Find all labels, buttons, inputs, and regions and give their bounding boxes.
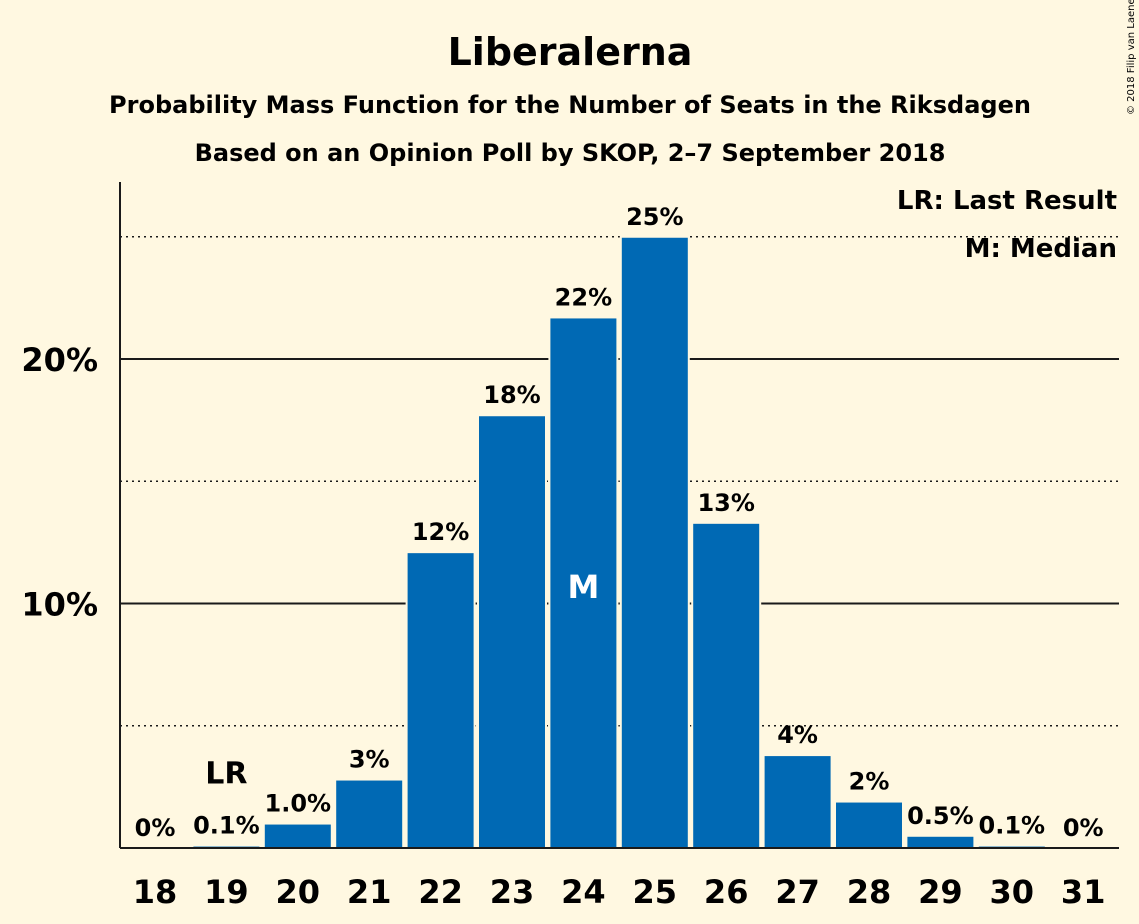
x-tick-26: 26 (704, 873, 749, 911)
legend-median: M: Median (965, 234, 1117, 264)
chart-title: Liberalerna (448, 30, 693, 74)
data-label-27: 4% (777, 721, 818, 749)
axes (119, 182, 1119, 849)
bar-29 (905, 834, 976, 850)
data-label-31: 0% (1063, 814, 1104, 842)
x-tick-31: 31 (1061, 873, 1106, 911)
x-tick-27: 27 (775, 873, 820, 911)
x-tick-28: 28 (847, 873, 892, 911)
bars (191, 235, 1047, 850)
x-tick-29: 29 (918, 873, 963, 911)
x-tick-20: 20 (276, 873, 321, 911)
chart-subtitle-2: Based on an Opinion Poll by SKOP, 2–7 Se… (195, 139, 946, 167)
gridlines (120, 236, 1119, 727)
x-tick-21: 21 (347, 873, 392, 911)
data-label-19: 0.1% (193, 812, 260, 840)
last-result-marker: LR (205, 757, 247, 792)
chart-subtitle: Probability Mass Function for the Number… (109, 91, 1031, 119)
data-label-25: 25% (626, 203, 683, 231)
data-label-23: 18% (483, 381, 540, 409)
x-tick-24: 24 (561, 873, 606, 911)
data-label-18: 0% (135, 814, 176, 842)
data-label-21: 3% (349, 746, 390, 774)
x-tick-23: 23 (490, 873, 535, 911)
data-labels: 0% 0.1%1.0%3%12%18%22%25%13%4%2%0.5% 0.1% 0… (135, 203, 1104, 842)
x-tick-25: 25 (633, 873, 678, 911)
bar-26 (691, 521, 762, 849)
data-label-24: 22% (555, 283, 612, 311)
bar-27 (762, 754, 833, 850)
copyright-notice: © 2018 Filip van Laenen (1126, 0, 1137, 115)
bar-21 (334, 778, 405, 849)
bar-28 (834, 800, 904, 849)
y-tick-10: 10% (21, 586, 98, 624)
y-tick-20: 20% (21, 341, 98, 379)
data-label-26: 13% (697, 489, 754, 517)
x-tick-labels: 18 19 20 21 22 23 24 25 26 27 28 29 30 31 (133, 873, 1106, 911)
bar-22 (405, 551, 476, 850)
bar-24 (548, 316, 619, 849)
data-label-29: 0.5% (907, 802, 974, 830)
x-tick-19: 19 (204, 873, 249, 911)
bar-23 (477, 414, 547, 849)
data-label-20: 1.0% (265, 790, 332, 818)
data-label-28: 2% (849, 768, 890, 796)
median-marker: M (567, 568, 599, 606)
data-label-30: 0.1% (979, 812, 1046, 840)
x-tick-18: 18 (133, 873, 178, 911)
bar-25 (619, 235, 690, 849)
x-tick-22: 22 (418, 873, 463, 911)
y-tick-labels: 10% 20% (21, 341, 98, 624)
bar-20 (262, 822, 333, 849)
data-label-22: 12% (412, 518, 469, 546)
legend-last-result: LR: Last Result (897, 186, 1117, 216)
x-tick-30: 30 (990, 873, 1035, 911)
markers: LR M (205, 568, 599, 792)
